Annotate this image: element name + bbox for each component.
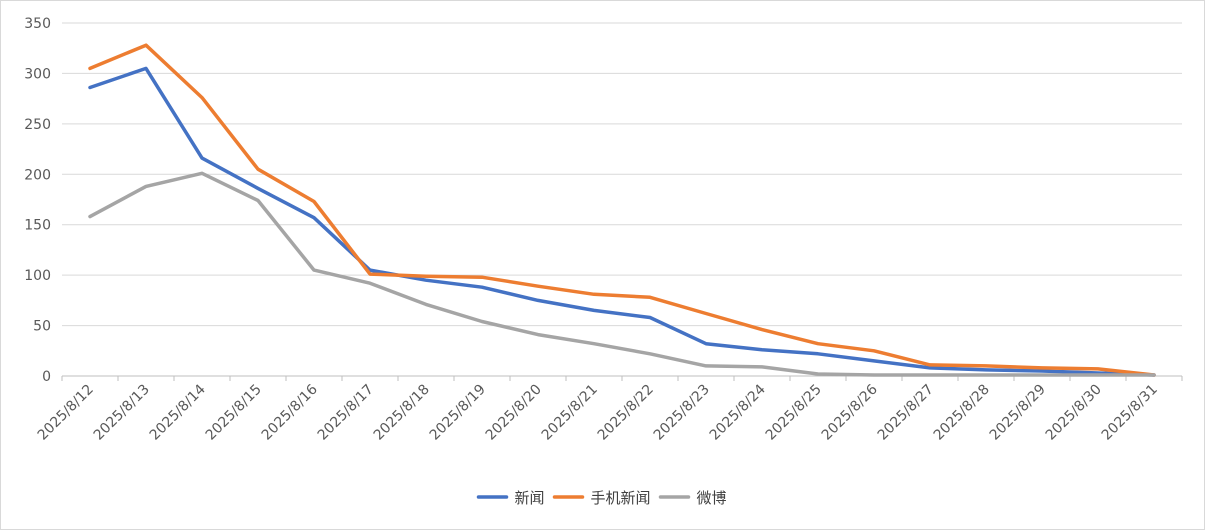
- x-tick-label: 2025/8/16: [259, 381, 321, 443]
- x-tick-label: 2025/8/28: [931, 382, 993, 444]
- x-tick-label: 2025/8/26: [819, 381, 881, 443]
- y-tick-label: 0: [42, 369, 51, 385]
- legend: 新闻 手机新闻 微博: [476, 489, 727, 507]
- x-tick-label: 2025/8/25: [763, 382, 825, 444]
- legend-label: 微博: [697, 489, 727, 507]
- legend-label: 手机新闻: [591, 489, 651, 507]
- y-tick-label: 150: [24, 218, 51, 234]
- x-tick-label: 2025/8/27: [875, 382, 937, 444]
- y-tick-label: 200: [24, 167, 51, 183]
- x-tick-label: 2025/8/22: [595, 382, 657, 444]
- x-tick-label: 2025/8/15: [203, 382, 265, 444]
- x-tick-label: 2025/8/13: [91, 382, 153, 444]
- x-tick-label: 2025/8/24: [707, 381, 769, 443]
- x-tick-label: 2025/8/20: [483, 382, 545, 444]
- x-tick-label: 2025/8/12: [35, 382, 97, 444]
- y-tick-label: 50: [33, 319, 51, 335]
- y-tick-label: 300: [24, 66, 51, 82]
- y-tick-label: 350: [24, 16, 51, 32]
- gridlines: [62, 22, 1182, 327]
- x-tick-label: 2025/8/29: [987, 382, 1049, 444]
- y-axis: 0 50 100 150 200 250 300 350: [24, 16, 51, 385]
- x-axis: 2025/8/122025/8/132025/8/142025/8/152025…: [35, 375, 1183, 444]
- series-line-2: [88, 171, 1156, 377]
- y-tick-label: 100: [24, 268, 51, 284]
- x-tick-label: 2025/8/31: [1099, 382, 1161, 444]
- series-line-1: [88, 43, 1156, 377]
- series-lines: [88, 43, 1156, 377]
- x-tick-label: 2025/8/23: [651, 382, 713, 444]
- x-tick-label: 2025/8/30: [1043, 382, 1105, 444]
- y-tick-label: 250: [24, 117, 51, 133]
- x-tick-label: 2025/8/14: [147, 381, 209, 443]
- x-tick-label: 2025/8/17: [315, 382, 377, 444]
- x-tick-label: 2025/8/21: [539, 382, 601, 444]
- x-tick-label: 2025/8/19: [427, 382, 489, 444]
- legend-label: 新闻: [515, 489, 545, 507]
- x-tick-label: 2025/8/18: [371, 382, 433, 444]
- series-line-0: [88, 66, 1156, 377]
